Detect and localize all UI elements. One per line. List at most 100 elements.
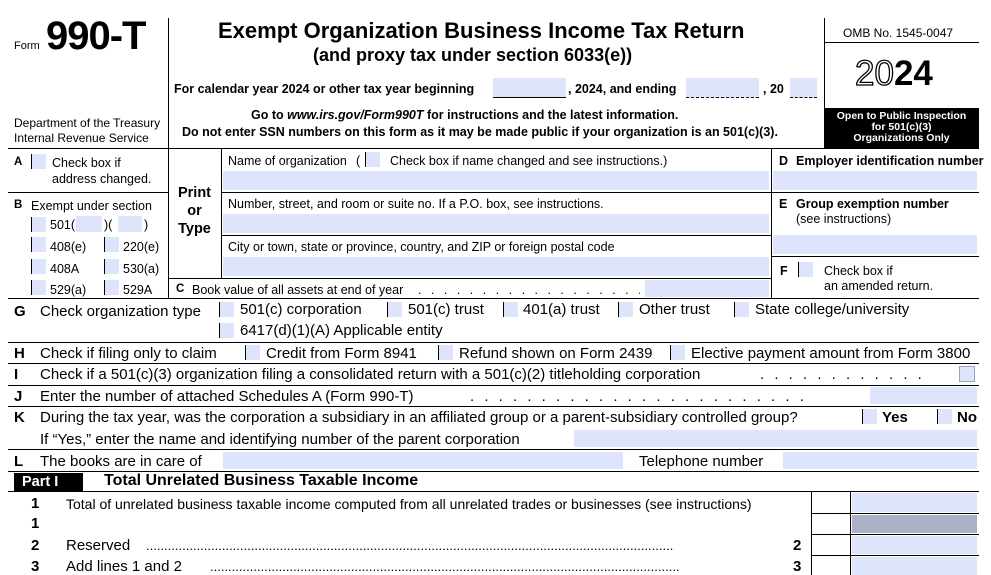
line-i-label: Check if a 501(c)(3) organization filing… <box>40 366 701 383</box>
exempt-529a-checkbox[interactable] <box>31 280 46 295</box>
g-state-college-checkbox[interactable] <box>734 302 749 317</box>
org-name-label: Name of organization <box>228 154 347 168</box>
box-b-label: Exempt under section <box>31 199 152 213</box>
line-j-leader: . . . . . . . . . . . . . . . . . . . . … <box>470 388 807 405</box>
g-other-trust-checkbox[interactable] <box>618 302 633 317</box>
box-c-label: Book value of all assets at end of year <box>192 283 404 297</box>
tax-year-begin-field[interactable] <box>493 78 566 98</box>
ein-field[interactable] <box>773 171 977 190</box>
org-name-field[interactable] <box>223 171 769 190</box>
rule-street-city <box>221 235 771 236</box>
g-opt-3: Other trust <box>639 301 710 318</box>
header-bottom-rule <box>8 148 979 149</box>
part1-line-label-0: Total of unrelated business taxable inco… <box>66 496 752 512</box>
line-h-letter: H <box>14 345 25 362</box>
line-l-letter: L <box>14 453 24 470</box>
part1-col-divider-2 <box>850 491 851 575</box>
city-field[interactable] <box>223 257 769 276</box>
part1-line-num-1: 1 <box>31 515 40 532</box>
line2-amount-field[interactable] <box>852 536 977 554</box>
rule-g-h <box>8 342 979 343</box>
dept-line1: Department of the Treasury <box>14 116 161 130</box>
opt-530a: 530(a) <box>123 262 160 276</box>
part1-row-rule-1 <box>811 513 979 514</box>
calendar-mid: , 2024, and ending <box>568 82 677 96</box>
city-label: City or town, state or province, country… <box>228 240 615 254</box>
street-label: Number, street, and room or suite no. If… <box>228 197 604 211</box>
line-k-followup: If “Yes,” enter the name and identifying… <box>40 431 520 448</box>
rule-top-grid-bottom <box>8 298 979 299</box>
tax-year-bold: 24 <box>893 54 933 93</box>
books-care-of-field[interactable] <box>223 452 623 469</box>
tax-year: 2024 <box>854 53 933 94</box>
i-consolidated-return-checkbox[interactable] <box>959 366 975 382</box>
grid-divider-right <box>771 148 772 298</box>
g-opt-4: State college/university <box>755 301 910 318</box>
street-field[interactable] <box>223 214 769 233</box>
rule-k-l <box>8 449 979 450</box>
line3-amount-field[interactable] <box>852 557 977 575</box>
part1-row-rule-3 <box>811 555 979 556</box>
opt-408a: 408A <box>50 262 80 276</box>
line-k-label: During the tax year, was the corporation… <box>40 409 798 426</box>
goto-url[interactable]: www.irs.gov/Form990T <box>287 108 424 122</box>
part1-line-num-0: 1 <box>31 495 40 512</box>
book-value-field[interactable] <box>645 280 769 297</box>
h-elective-3800-checkbox[interactable] <box>670 345 685 360</box>
line-j-label: Enter the number of attached Schedules A… <box>40 388 414 405</box>
h-refund-2439-checkbox[interactable] <box>438 345 453 360</box>
g-501c-corp-checkbox[interactable] <box>219 302 234 317</box>
amended-return-checkbox[interactable] <box>798 262 813 277</box>
g-501c-trust-checkbox[interactable] <box>387 302 402 317</box>
line2-leader: ........................................… <box>146 538 674 553</box>
exempt-501-subsection-field[interactable] <box>76 216 102 232</box>
schedules-a-count-field[interactable] <box>870 387 977 404</box>
g-6417-entity-checkbox[interactable] <box>219 323 234 338</box>
opt-501-prefix: 501( <box>50 218 76 232</box>
exempt-408e-checkbox[interactable] <box>31 237 46 252</box>
part1-line-box-2: 2 <box>793 537 802 554</box>
g-opt-1: 501(c) trust <box>408 301 484 318</box>
grid-divider-ab <box>168 148 169 298</box>
line-g-label: Check organization type <box>40 303 201 320</box>
box-c-leader: . . . . . . . . . . . . . . . . . . . . <box>418 283 640 297</box>
tax-year-end-yy-field[interactable] <box>790 78 817 98</box>
box-c-letter: C <box>176 283 185 295</box>
exempt-529A-checkbox[interactable] <box>104 280 119 295</box>
exempt-408a-checkbox[interactable] <box>31 259 46 274</box>
public-inspection-l1: Open to Public Inspection <box>836 110 967 122</box>
exempt-220e-checkbox[interactable] <box>104 237 119 252</box>
form-subtitle: (and proxy tax under section 6033(e)) <box>313 45 633 65</box>
k-yes-checkbox[interactable] <box>862 409 877 424</box>
address-changed-checkbox[interactable] <box>31 154 46 169</box>
h-credit-8941-checkbox[interactable] <box>245 345 260 360</box>
exempt-501-paragraph-field[interactable] <box>118 216 142 232</box>
tax-year-end-field[interactable] <box>686 78 759 98</box>
exempt-530a-checkbox[interactable] <box>104 259 119 274</box>
group-exemption-field[interactable] <box>773 235 977 254</box>
k-no-label: No <box>957 409 977 426</box>
exempt-501-checkbox[interactable] <box>31 217 46 232</box>
g-401a-trust-checkbox[interactable] <box>503 302 518 317</box>
name-changed-checkbox[interactable] <box>365 152 380 167</box>
box-a-letter: A <box>14 156 23 168</box>
form-title: Exempt Organization Business Income Tax … <box>218 18 745 43</box>
part1-line-num-2: 2 <box>31 537 40 554</box>
part1-col-divider-1 <box>811 491 812 575</box>
header-divider-left <box>168 18 169 148</box>
calendar-end: , 20 <box>763 82 784 96</box>
telephone-field[interactable] <box>783 452 977 469</box>
k-no-checkbox[interactable] <box>937 409 952 424</box>
print-type-l3: Type <box>178 221 211 237</box>
rule-i-j <box>8 385 979 386</box>
line1-amount-field[interactable] <box>852 493 977 512</box>
opt-220e: 220(e) <box>123 240 160 254</box>
part1-tag: Part I <box>14 473 83 491</box>
box-e-label: Group exemption number <box>796 197 949 211</box>
parent-corporation-field[interactable] <box>574 430 977 447</box>
line-k-letter: K <box>14 409 25 426</box>
box-a-label-2: address changed. <box>52 172 152 186</box>
opt-408e: 408(e) <box>50 240 87 254</box>
h-opt-1: Refund shown on Form 2439 <box>459 345 653 362</box>
line-j-letter: J <box>14 388 23 405</box>
